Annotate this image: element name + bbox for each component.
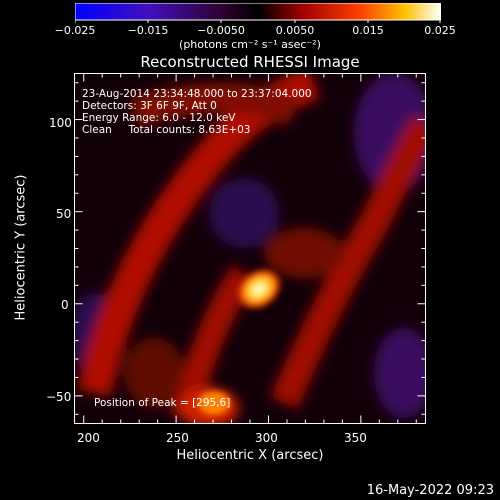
colorbar-unit-label: (photons cm⁻² s⁻¹ asec⁻²) (179, 38, 321, 51)
colorbar-tick: 0.0050 (275, 24, 315, 37)
info-line-3: Energy Range: 6.0 - 12.0 keV (82, 112, 236, 124)
y-tick-label: 100 (49, 116, 72, 130)
timestamp: 16-May-2022 09:23 (366, 483, 494, 498)
colorbar-tick: 0.025 (424, 24, 456, 37)
x-tick-label: 300 (255, 431, 278, 445)
heatmap-image (74, 73, 426, 423)
chart-title: Reconstructed RHESSI Image (140, 53, 360, 71)
info-line-4: Clean Total counts: 8.63E+03 (82, 124, 251, 136)
colorbar-tick: −0.0050 (197, 24, 245, 37)
x-tick-label: 250 (166, 431, 189, 445)
colorbar-tick: −0.015 (127, 24, 169, 37)
x-tick-label: 200 (77, 431, 100, 445)
x-axis-label: Heliocentric X (arcsec) (176, 448, 324, 463)
y-tick-label: 0 (61, 298, 69, 312)
info-line-2: Detectors: 3F 6F 9F, Att 0 (82, 100, 217, 112)
y-axis-label: Heliocentric Y (arcsec) (13, 174, 29, 321)
info-line-1: 23-Aug-2014 23:34:48.000 to 23:37:04.000 (82, 88, 312, 100)
x-tick-label: 350 (344, 431, 367, 445)
colorbar-gradient (75, 3, 441, 23)
y-tick-label: 50 (56, 207, 72, 221)
colorbar-tick: −0.025 (54, 24, 96, 37)
y-tick-label: −50 (46, 390, 72, 404)
plot-area: 23-Aug-2014 23:34:48.000 to 23:37:04.000… (74, 73, 426, 423)
colorbar-tick: 0.015 (352, 24, 384, 37)
peak-position-label: Position of Peak = [295,6] (94, 397, 231, 409)
